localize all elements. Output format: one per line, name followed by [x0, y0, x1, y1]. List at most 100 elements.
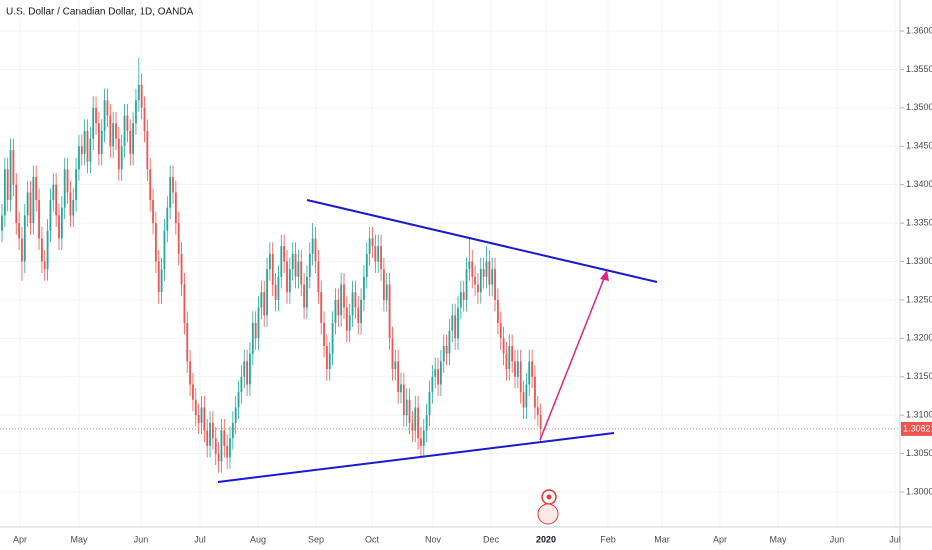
event-icons: [537, 489, 559, 525]
candle-body: [502, 338, 505, 354]
candle-body: [192, 384, 194, 400]
candle-body: [288, 269, 291, 293]
y-tick-label: 1.35500: [906, 64, 932, 74]
candle-body: [223, 430, 226, 446]
candle-body: [528, 361, 531, 385]
candle-body: [86, 130, 89, 162]
candle-body: [371, 238, 374, 247]
candle-body: [411, 422, 414, 431]
candle-body: [488, 261, 491, 285]
candle-body: [206, 430, 209, 446]
candle-body: [146, 130, 149, 170]
candle-body: [75, 169, 77, 201]
candle-body: [163, 230, 166, 270]
candle-body: [445, 346, 448, 354]
y-tick-label: 1.32000: [906, 333, 932, 343]
x-tick-label: Sep: [308, 534, 324, 544]
candle-body: [491, 269, 494, 285]
candle-body: [60, 207, 63, 239]
candle-body: [277, 276, 280, 300]
candle-body: [417, 407, 419, 439]
candle-body: [115, 123, 117, 139]
candle-body: [308, 253, 311, 277]
x-tick-label: Feb: [600, 534, 616, 544]
candle-body: [180, 253, 183, 285]
candle-body: [226, 445, 229, 458]
candle-body: [166, 207, 169, 231]
candle-body: [274, 284, 277, 300]
candle-body: [240, 376, 243, 393]
candle-body: [149, 169, 152, 201]
candle-body: [106, 100, 109, 116]
candle-body: [380, 246, 382, 270]
candle-body: [271, 253, 274, 285]
candle-body: [243, 361, 246, 377]
candle-body: [497, 299, 499, 323]
candle-body: [468, 261, 471, 270]
candle-body: [408, 399, 411, 423]
candle-body: [434, 369, 437, 377]
candle-body: [391, 338, 394, 370]
candle-body: [334, 299, 337, 323]
candle-body: [49, 200, 52, 231]
candle-body: [365, 253, 368, 277]
candle-body: [23, 215, 26, 262]
candle-body: [157, 261, 160, 293]
candle-body: [58, 215, 60, 239]
candle-body: [516, 361, 519, 377]
candle-body: [368, 238, 371, 254]
y-tick-label: 1.33000: [906, 256, 932, 266]
candle-body: [32, 176, 35, 224]
candle-body: [186, 322, 189, 362]
candle-body: [260, 292, 263, 308]
candle-body: [477, 284, 479, 293]
candle-body: [152, 200, 154, 224]
y-tick-label: 1.31000: [906, 410, 932, 420]
candle-body: [9, 150, 12, 201]
candle-body: [92, 107, 95, 139]
candle-body: [98, 123, 100, 154]
candle-body: [3, 169, 6, 216]
candle-body: [18, 223, 20, 239]
x-tick-label: Jul: [194, 534, 206, 544]
candles: [1, 57, 542, 473]
candle-body: [194, 399, 197, 416]
candle-body: [422, 430, 425, 446]
candle-body: [431, 376, 434, 393]
candle-body: [451, 315, 454, 331]
candle-body: [172, 176, 174, 193]
candle-body: [357, 307, 360, 323]
candle-body: [123, 115, 126, 147]
candle-body: [428, 392, 431, 416]
candle-body: [246, 361, 248, 385]
candle-body: [326, 346, 328, 370]
candle-body: [63, 169, 66, 208]
y-tick-label: 1.30000: [906, 486, 932, 496]
candle-body: [499, 322, 502, 339]
candle-body: [297, 261, 300, 277]
y-tick-label: 1.36000: [906, 25, 932, 35]
candle-body: [440, 361, 442, 385]
candle-body: [397, 361, 400, 393]
candle-body: [494, 269, 496, 300]
chart-title: U.S. Dollar / Canadian Dollar, 1D, OANDA: [6, 7, 194, 18]
candle-body: [323, 322, 325, 347]
candle-body: [343, 284, 345, 308]
candle-body: [414, 407, 417, 431]
candle-body: [328, 353, 331, 370]
candle-body: [12, 150, 15, 185]
x-tick-label: Jul: [889, 534, 901, 544]
candle-body: [402, 384, 405, 416]
candle-body: [320, 292, 323, 323]
candle-body: [337, 299, 340, 316]
axes: 1.30000 1.30500 1.31000 1.31500 1.32000 1.325…: [0, 25, 932, 544]
x-tick-label: May: [769, 534, 787, 544]
candle-body: [420, 438, 422, 446]
candle-body: [214, 438, 217, 454]
candle-body: [43, 261, 46, 270]
event-icon-dot: [546, 494, 552, 500]
candle-body: [1, 215, 3, 231]
y-tick-label: 1.35000: [906, 102, 932, 112]
candle-body: [38, 200, 40, 239]
